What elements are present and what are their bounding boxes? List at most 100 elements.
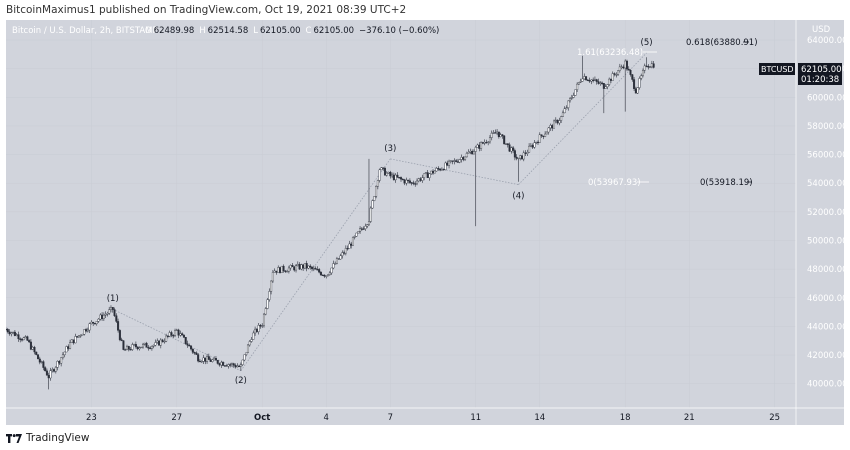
- candle-body: [398, 177, 401, 179]
- price-chart[interactable]: (1) (2) (3) (4) (5) 1.61(63236.48) 0.618(638…: [6, 20, 844, 425]
- candle-body: [403, 179, 406, 184]
- candle-body: [166, 335, 169, 337]
- candle-body: [186, 343, 189, 346]
- candle-body: [213, 358, 216, 361]
- candle-body: [535, 141, 538, 144]
- candle-body: [261, 325, 264, 327]
- candle-body: [83, 329, 86, 335]
- candle-body: [12, 331, 15, 334]
- candle-body: [335, 258, 338, 264]
- candle-body: [161, 339, 164, 342]
- candle-body: [125, 346, 128, 351]
- candle-body: [287, 267, 290, 272]
- candle-body: [624, 60, 627, 69]
- candle-body: [117, 321, 120, 331]
- y-tick-label: 44000.00: [807, 322, 844, 332]
- candle-body: [250, 339, 253, 342]
- candle-body: [453, 160, 456, 162]
- candle-body: [197, 354, 200, 362]
- candle-body: [277, 267, 280, 273]
- fib-label-0618: 0.618(63880.91): [686, 38, 758, 48]
- candle-body: [6, 329, 9, 333]
- candle-body: [174, 330, 177, 336]
- candle-body: [620, 66, 623, 68]
- candle-body: [383, 168, 386, 176]
- candle-body: [145, 342, 148, 348]
- candle-body: [44, 367, 47, 372]
- candle-body: [412, 182, 415, 184]
- candle-body: [158, 340, 161, 346]
- candle-body: [220, 362, 223, 366]
- candle-body: [585, 76, 588, 81]
- candle-body: [592, 79, 595, 81]
- price-badge: BTCUSD 62105.00 01:20:38: [759, 63, 842, 85]
- badge-price-bg: [798, 63, 842, 85]
- candle-body: [184, 337, 187, 344]
- candle-body: [21, 339, 24, 341]
- candle-body: [93, 323, 96, 325]
- candle-body: [449, 160, 452, 162]
- candle-body: [147, 347, 150, 349]
- candle-body: [440, 168, 443, 171]
- candle-body: [599, 82, 602, 84]
- candle-body: [488, 137, 491, 143]
- wave-label: (2): [235, 376, 247, 386]
- candle-body: [133, 344, 136, 346]
- candle-body: [549, 125, 552, 129]
- candle-body: [254, 328, 257, 334]
- candle-body: [241, 359, 244, 365]
- candle-body: [428, 173, 431, 178]
- wave-label: (3): [384, 144, 396, 154]
- candle-body: [109, 307, 112, 310]
- candle-body: [442, 168, 445, 171]
- grid: [6, 20, 796, 408]
- candle-body: [590, 79, 593, 82]
- chart-panel[interactable]: (1) (2) (3) (4) (5) 1.61(63236.48) 0.618(638…: [6, 20, 844, 425]
- candle-body: [85, 329, 88, 332]
- candle-body: [129, 349, 132, 351]
- candle-body: [471, 151, 474, 155]
- y-tick-label: 46000.00: [807, 294, 844, 304]
- candle-body: [303, 263, 306, 269]
- candle-body: [558, 120, 561, 124]
- candle-body: [309, 265, 312, 268]
- candle-body: [522, 152, 525, 160]
- candle-body: [54, 367, 57, 372]
- candle-body: [351, 237, 354, 246]
- candle-body: [407, 179, 410, 182]
- candle-body: [385, 172, 388, 176]
- candle-body: [307, 265, 310, 269]
- candle-body: [298, 263, 301, 270]
- candle-body: [248, 341, 251, 346]
- candle-body: [134, 344, 137, 348]
- candle-body: [115, 315, 118, 322]
- wave-segment: [240, 158, 391, 372]
- candle-body: [131, 344, 134, 350]
- candle-body: [337, 258, 340, 260]
- candle-body: [262, 313, 265, 326]
- candle-body: [538, 134, 541, 143]
- candle-body: [88, 323, 91, 331]
- candle-body: [239, 364, 242, 367]
- x-tick-label: 7: [388, 413, 393, 423]
- candle-body: [142, 344, 145, 348]
- candle-body: [437, 168, 440, 170]
- candle-body: [366, 224, 369, 227]
- candle-body: [72, 339, 75, 344]
- candle-body: [318, 269, 321, 273]
- candle-body: [181, 333, 184, 336]
- candle-body: [376, 180, 379, 187]
- candle-body: [343, 252, 346, 254]
- candle-body: [481, 142, 484, 144]
- candle-body: [223, 365, 226, 367]
- candle-body: [190, 345, 193, 350]
- candle-body: [95, 321, 98, 325]
- candle-body: [17, 334, 20, 340]
- candle-body: [280, 265, 283, 273]
- y-tick-label: 42000.00: [807, 351, 844, 361]
- candle-body: [593, 79, 596, 81]
- candle-body: [37, 354, 40, 360]
- candle-body: [150, 346, 153, 349]
- candle-body: [572, 95, 575, 98]
- candle-body: [597, 81, 600, 84]
